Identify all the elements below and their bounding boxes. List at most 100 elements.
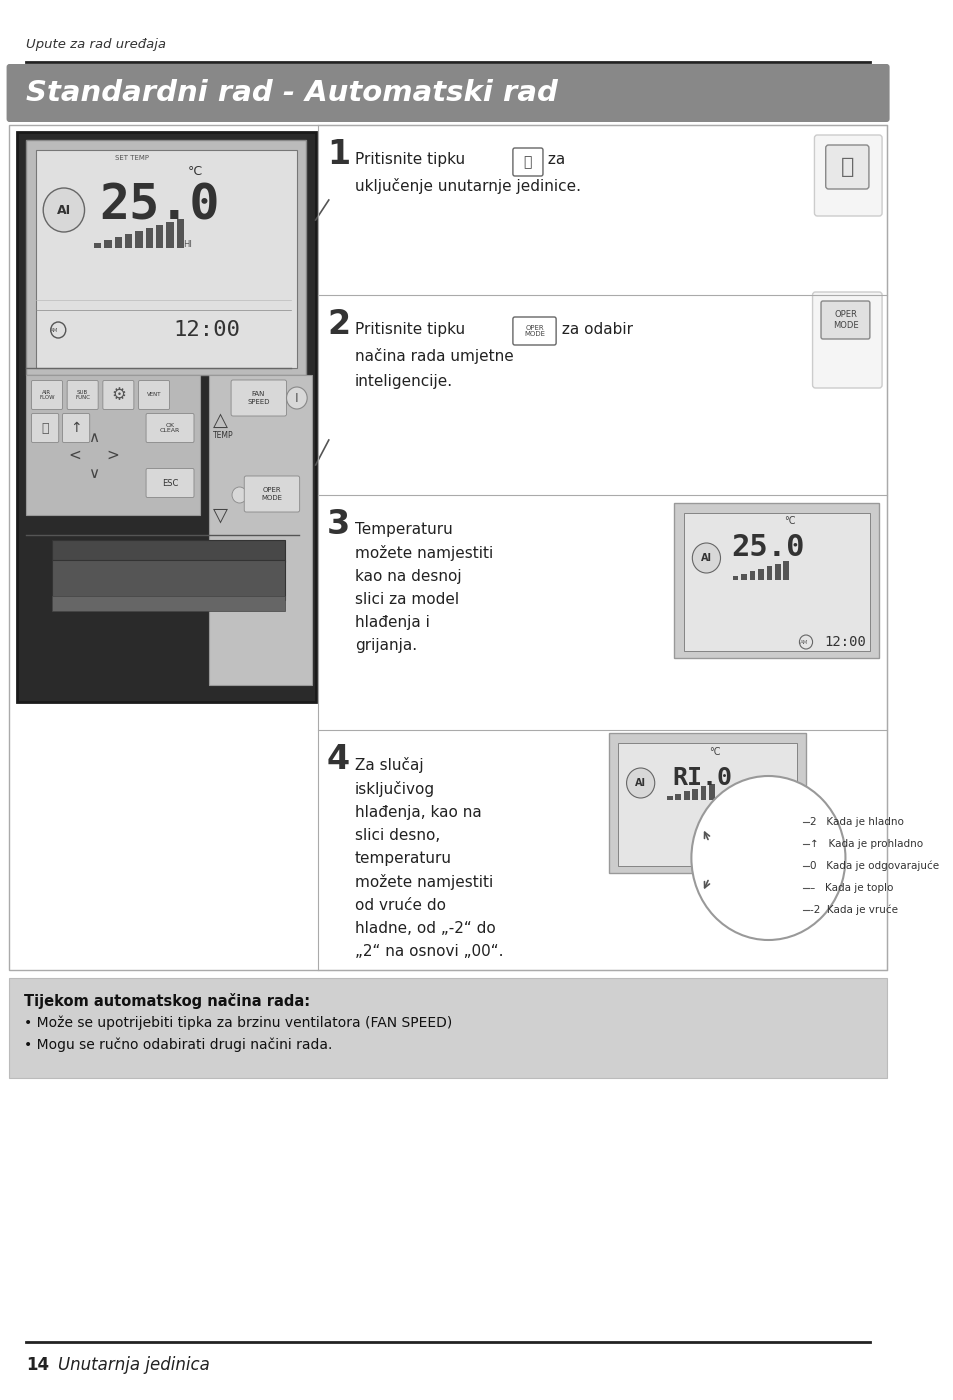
Text: 25.0: 25.0 — [99, 181, 220, 230]
Text: 0   Kada je odgovarajuće: 0 Kada je odgovarajuće — [809, 861, 938, 871]
Text: Pritisnite tipku: Pritisnite tipku — [355, 322, 465, 337]
Bar — [683, 791, 689, 799]
Bar — [666, 797, 672, 799]
Bar — [27, 375, 200, 515]
FancyBboxPatch shape — [31, 381, 62, 409]
Text: 14: 14 — [27, 1357, 50, 1373]
Text: °C: °C — [783, 517, 795, 526]
Text: ∨: ∨ — [89, 465, 99, 480]
Text: SUB
FUNC: SUB FUNC — [75, 389, 91, 400]
Bar — [740, 574, 746, 580]
Text: I: I — [294, 392, 298, 405]
Text: ↑   Kada je prohladno: ↑ Kada je prohladno — [809, 839, 922, 848]
Text: Unutarnja jedinica: Unutarnja jedinica — [58, 1357, 210, 1373]
Bar — [774, 563, 780, 580]
Text: • Mogu se ručno odabirati drugi načini rada.: • Mogu se ručno odabirati drugi načini r… — [25, 1037, 333, 1053]
Text: AM: AM — [799, 640, 807, 644]
Bar — [176, 218, 184, 248]
Text: 12:00: 12:00 — [173, 321, 240, 340]
Text: za: za — [542, 153, 564, 167]
Circle shape — [626, 769, 654, 798]
FancyBboxPatch shape — [812, 293, 882, 388]
Bar — [10, 125, 886, 970]
Circle shape — [232, 487, 247, 503]
Text: OPER
MODE: OPER MODE — [832, 311, 858, 330]
FancyBboxPatch shape — [146, 469, 193, 497]
Bar — [51, 540, 284, 561]
Bar — [51, 560, 284, 601]
Text: FAN
SPEED: FAN SPEED — [247, 392, 270, 405]
Text: –   Kada je toplo: – Kada je toplo — [809, 883, 892, 893]
Bar — [692, 788, 698, 799]
Bar — [766, 566, 771, 580]
Bar — [700, 785, 705, 799]
Text: AM: AM — [51, 328, 59, 333]
Text: 2: 2 — [327, 308, 350, 342]
Text: • Može se upotrijebiti tipka za brzinu ventilatora (FAN SPEED): • Može se upotrijebiti tipka za brzinu v… — [25, 1016, 453, 1030]
Bar — [732, 575, 738, 580]
Text: °C: °C — [188, 165, 203, 178]
Text: ⚙: ⚙ — [111, 386, 126, 405]
Bar — [608, 734, 805, 874]
Bar — [758, 568, 763, 580]
Text: 3: 3 — [327, 508, 350, 540]
FancyBboxPatch shape — [244, 476, 299, 512]
Text: AI: AI — [635, 778, 645, 788]
Bar — [10, 979, 886, 1078]
Text: Ⓢ: Ⓢ — [840, 157, 853, 176]
Text: TEMP: TEMP — [213, 431, 233, 440]
Text: ↑: ↑ — [71, 421, 82, 435]
FancyBboxPatch shape — [7, 64, 888, 122]
Text: OPER
MODE: OPER MODE — [261, 487, 282, 501]
FancyBboxPatch shape — [138, 381, 170, 409]
Text: AIR
FLOW: AIR FLOW — [39, 389, 54, 400]
Text: AI: AI — [57, 203, 71, 217]
Bar — [166, 223, 173, 248]
Bar — [782, 561, 788, 580]
Text: OPER
MODE: OPER MODE — [523, 325, 544, 337]
Circle shape — [43, 188, 85, 232]
Text: ▽: ▽ — [213, 505, 228, 525]
FancyBboxPatch shape — [513, 316, 556, 344]
Text: ⏰: ⏰ — [41, 421, 49, 434]
FancyBboxPatch shape — [103, 381, 133, 409]
Text: °C: °C — [708, 748, 720, 757]
Text: HI: HI — [183, 239, 193, 249]
FancyBboxPatch shape — [825, 146, 868, 189]
FancyBboxPatch shape — [814, 134, 882, 216]
Text: Standardni rad - Automatski rad: Standardni rad - Automatski rad — [27, 78, 558, 106]
Text: AI: AI — [700, 553, 711, 563]
Text: 12:00: 12:00 — [823, 636, 865, 650]
Bar — [146, 228, 153, 248]
FancyBboxPatch shape — [821, 301, 869, 339]
Circle shape — [692, 543, 720, 573]
Bar — [135, 231, 143, 248]
FancyBboxPatch shape — [62, 413, 90, 442]
Text: 4: 4 — [327, 743, 350, 776]
Text: SET TEMP: SET TEMP — [114, 155, 149, 161]
Circle shape — [286, 386, 307, 409]
Text: 2   Kada je hladno: 2 Kada je hladno — [809, 818, 902, 827]
Text: Upute za rad uređaja: Upute za rad uređaja — [27, 38, 166, 50]
Text: Za slučaj
isključivog
hlađenja, kao na
slici desno,
temperaturu
možete namjestit: Za slučaj isključivog hlađenja, kao na s… — [355, 757, 503, 959]
Bar — [155, 225, 163, 248]
Text: Pritisnite tipku: Pritisnite tipku — [355, 153, 465, 167]
Text: Temperaturu
možete namjestiti
kao na desnoj
slici za model
hlađenja i
grijanja.: Temperaturu možete namjestiti kao na des… — [355, 522, 493, 652]
Bar — [618, 743, 796, 867]
Bar — [51, 596, 284, 610]
Bar — [35, 150, 296, 368]
Circle shape — [691, 776, 844, 939]
Text: -2  Kada je vruće: -2 Kada je vruće — [809, 904, 897, 916]
Bar — [708, 784, 714, 799]
Text: 25.0: 25.0 — [731, 533, 804, 563]
Bar — [749, 571, 755, 580]
Bar — [675, 794, 680, 799]
FancyBboxPatch shape — [146, 413, 193, 442]
Text: ESC: ESC — [162, 479, 178, 487]
Bar — [93, 244, 101, 248]
Text: <: < — [69, 448, 81, 462]
Bar — [683, 512, 869, 651]
Text: OK
CLEAR: OK CLEAR — [160, 423, 180, 434]
FancyBboxPatch shape — [31, 413, 59, 442]
Text: za odabir: za odabir — [557, 322, 633, 337]
